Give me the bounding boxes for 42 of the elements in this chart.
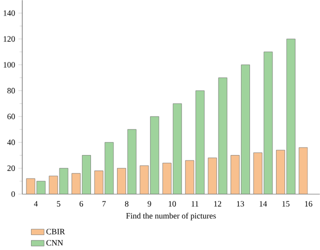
x-tick-label: 5 bbox=[57, 200, 60, 206]
bar bbox=[94, 170, 104, 194]
x-tick-label: 14 bbox=[260, 200, 267, 206]
bar bbox=[230, 154, 240, 194]
y-tick-label: 20 bbox=[7, 165, 15, 171]
bar bbox=[286, 38, 296, 194]
bar bbox=[104, 142, 114, 194]
x-tick-label: 7 bbox=[102, 200, 106, 206]
y-tick-label: 40 bbox=[7, 139, 15, 145]
y-tick-label: 140 bbox=[4, 10, 15, 16]
bar bbox=[276, 150, 286, 194]
bar bbox=[162, 162, 172, 194]
bar bbox=[172, 103, 182, 194]
x-tick-label: 4 bbox=[34, 200, 38, 206]
x-tick-label: 13 bbox=[236, 200, 244, 206]
x-tick-label: 6 bbox=[80, 200, 84, 206]
bar bbox=[196, 90, 205, 194]
bar bbox=[82, 154, 91, 194]
legend-label: CBIR bbox=[46, 228, 65, 234]
bar bbox=[185, 160, 194, 194]
x-tick-label: 12 bbox=[214, 200, 222, 206]
x-tick-label: 10 bbox=[168, 200, 176, 206]
bar bbox=[117, 168, 126, 194]
bar bbox=[127, 129, 136, 194]
y-tick-label: 0 bbox=[11, 191, 15, 197]
y-tick-label: 60 bbox=[7, 114, 15, 120]
x-tick-label: 15 bbox=[282, 200, 290, 206]
bar bbox=[253, 152, 262, 194]
bar bbox=[208, 157, 217, 194]
x-axis-title: Find the number of pictures bbox=[126, 212, 216, 220]
x-tick-label: 11 bbox=[192, 200, 198, 206]
legend-label: CNN bbox=[46, 240, 63, 246]
x-tick-label: 8 bbox=[125, 200, 128, 206]
y-tick-label: 80 bbox=[7, 88, 15, 94]
bar bbox=[241, 64, 250, 194]
x-tick-label: 16 bbox=[305, 200, 312, 206]
y-tick-label: 100 bbox=[4, 62, 15, 68]
bar bbox=[72, 172, 81, 194]
bar bbox=[264, 51, 273, 194]
bar bbox=[150, 116, 160, 194]
x-tick-label: 9 bbox=[148, 200, 152, 206]
y-tick-label: 120 bbox=[4, 36, 15, 42]
